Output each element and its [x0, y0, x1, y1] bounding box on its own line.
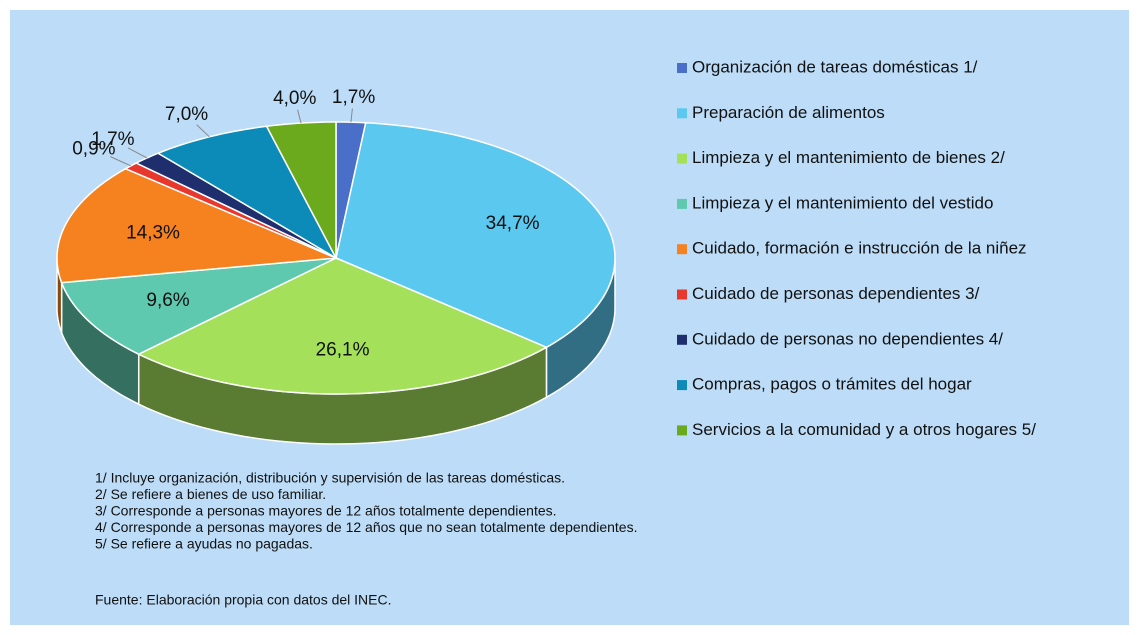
footnote: 2/ Se refiere a bienes de uso familiar.	[95, 486, 326, 502]
leader-line	[110, 156, 132, 167]
data-label: 34,7%	[486, 213, 540, 234]
data-label: 4,0%	[273, 88, 316, 109]
legend-swatch	[677, 153, 687, 164]
data-label: 26,1%	[316, 339, 370, 360]
footnote: 1/ Incluye organización, distribución y …	[95, 470, 565, 486]
legend-swatch	[677, 244, 687, 255]
legend-swatch	[677, 289, 687, 300]
data-label: 7,0%	[165, 104, 208, 125]
data-label: 14,3%	[126, 223, 180, 244]
pie-slice	[335, 121, 616, 349]
footnote: 5/ Se refiere a ayudas no pagadas.	[95, 536, 313, 552]
data-label: 1,7%	[91, 129, 134, 150]
footnote: 3/ Corresponde a personas mayores de 12 …	[95, 503, 557, 519]
pie-slice	[60, 257, 337, 356]
legend-swatch	[677, 425, 687, 436]
legend-swatch	[677, 334, 687, 345]
legend-label: Limpieza y el mantenimiento de bienes 2/	[692, 148, 1005, 167]
pie-slice	[56, 167, 337, 284]
pie-slice	[156, 125, 338, 260]
leader-line	[297, 109, 302, 124]
legend-swatch	[677, 63, 687, 73]
legend-label: Compras, pagos o trámites del hogar	[692, 375, 972, 394]
legend-label: Cuidado, formación e instrucción de la n…	[692, 239, 1027, 258]
legend-label: Cuidado de personas no dependientes 4/	[692, 329, 1003, 348]
legend-label: Limpieza y el mantenimiento del vestido	[692, 193, 993, 212]
legend-label: Cuidado de personas dependientes 3/	[692, 284, 980, 303]
data-label: 9,6%	[146, 290, 189, 311]
footnote: 4/ Corresponde a personas mayores de 12 …	[95, 519, 637, 535]
legend-swatch	[677, 108, 687, 119]
legend-label: Organización de tareas domésticas 1/	[692, 57, 978, 76]
leader-line	[127, 147, 148, 159]
leader-line	[350, 108, 353, 123]
pie-slice	[136, 257, 549, 395]
data-label: 0,9%	[72, 138, 115, 159]
legend-swatch	[677, 198, 687, 209]
data-label: 1,7%	[332, 87, 375, 108]
legend-label: Servicios a la comunidad y a otros hogar…	[692, 420, 1036, 439]
source: Fuente: Elaboración propia con datos del…	[95, 592, 392, 608]
legend-swatch	[677, 380, 687, 391]
leader-line	[196, 124, 210, 138]
pie-slice	[265, 121, 337, 259]
legend-label: Preparación de alimentos	[692, 103, 885, 122]
